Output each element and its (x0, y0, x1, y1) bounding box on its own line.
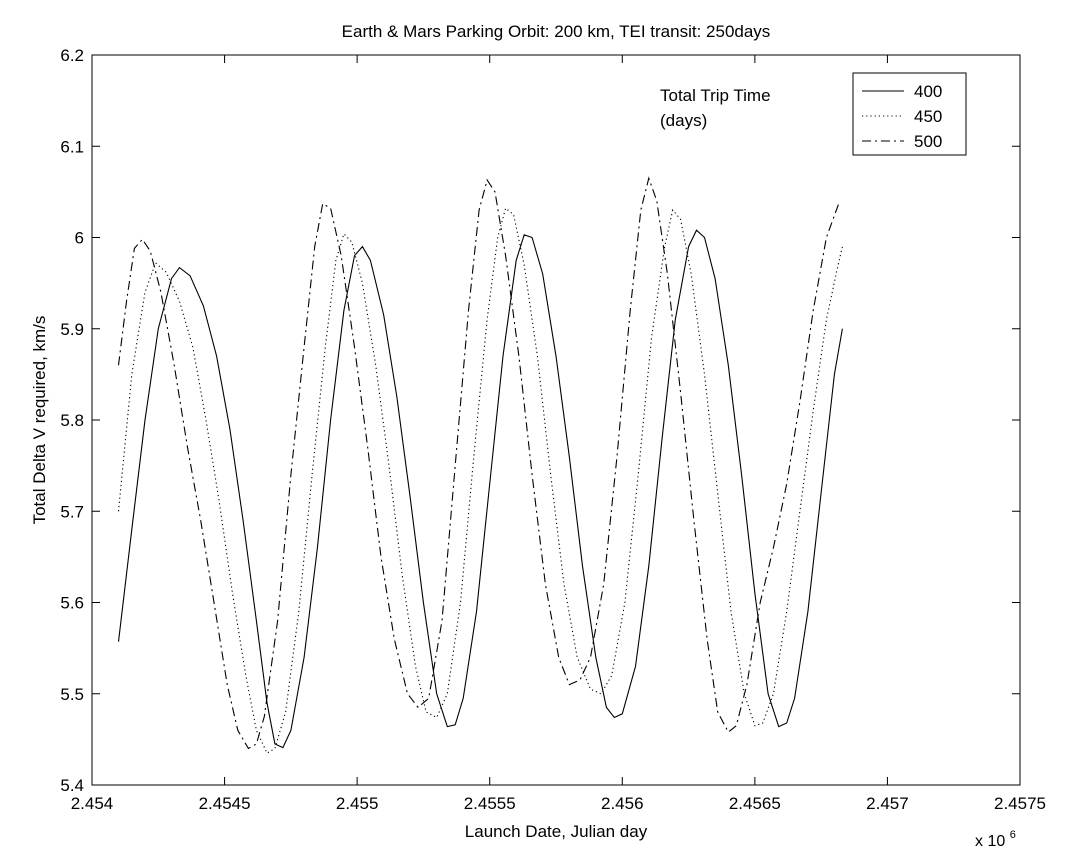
x-tick-label: 2.456 (601, 794, 644, 813)
legend-items: 400 450 500 (862, 82, 942, 151)
y-tick-label: 6 (75, 229, 84, 248)
y-tick-label: 5.6 (60, 594, 84, 613)
legend: 400 450 500 (852, 72, 967, 156)
legend-label-450: 450 (914, 107, 942, 126)
y-tick-label: 6.1 (60, 137, 84, 156)
y-axis-label: Total Delta V required, km/s (30, 316, 49, 525)
x-multiplier-base: x 10 (975, 833, 1005, 850)
y-ticks: 5.4 5.5 5.6 5.7 5.8 5.9 6 6.1 6.2 (60, 46, 1020, 795)
x-tick-label: 2.454 (71, 794, 114, 813)
y-tick-label: 6.2 (60, 46, 84, 65)
y-tick-label: 5.9 (60, 320, 84, 339)
legend-title: Total Trip Time (days) (660, 86, 771, 130)
legend-label-500: 500 (914, 132, 942, 151)
series-line-400 (117, 229, 843, 749)
chart-title: Earth & Mars Parking Orbit: 200 km, TEI … (342, 22, 771, 41)
legend-title-line-1: Total Trip Time (660, 86, 771, 105)
x-ticks: 2.454 2.4545 2.455 2.4555 2.456 2.4565 2.457 2.… (71, 55, 1046, 813)
x-tick-label: 2.4555 (464, 794, 516, 813)
x-tick-label: 2.4565 (729, 794, 781, 813)
x-tick-label: 2.457 (866, 794, 909, 813)
y-tick-label: 5.7 (60, 502, 84, 521)
plot-area: 2.454 2.4545 2.455 2.4555 2.456 2.4565 2.457 2.… (60, 46, 1046, 813)
legend-box (852, 72, 967, 156)
x-tick-label: 2.4575 (994, 794, 1046, 813)
y-tick-label: 5.5 (60, 685, 84, 704)
y-tick-label: 5.8 (60, 411, 84, 430)
x-multiplier: x 10 6 (975, 829, 1016, 850)
series-line-500 (117, 176, 841, 750)
x-tick-label: 2.455 (336, 794, 379, 813)
x-multiplier-exponent: 6 (1010, 829, 1016, 841)
y-tick-label: 5.4 (60, 776, 84, 795)
legend-label-400: 400 (914, 82, 942, 101)
series-group (117, 176, 843, 754)
x-tick-label: 2.4545 (199, 794, 251, 813)
x-axis-label: Launch Date, Julian day (465, 822, 648, 841)
legend-title-line-2: (days) (660, 111, 707, 130)
